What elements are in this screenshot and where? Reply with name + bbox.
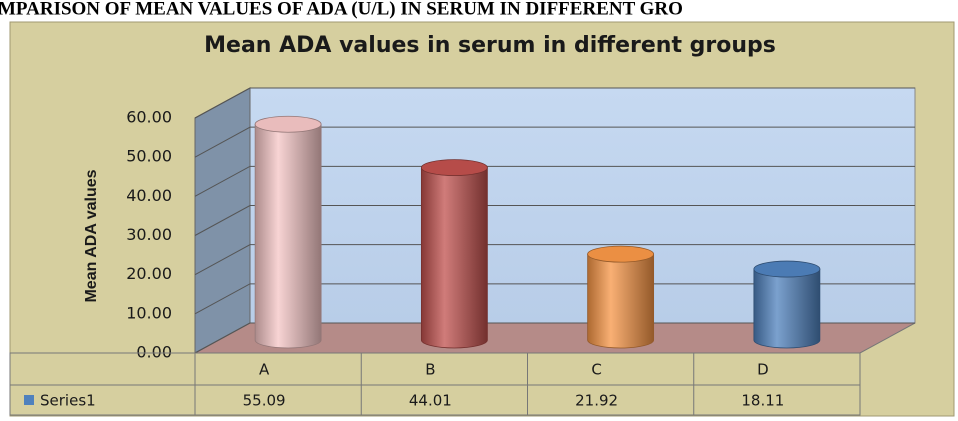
- data-label: 21.92: [575, 392, 618, 410]
- grid-line: [194, 244, 915, 276]
- bar-top: [420, 159, 488, 177]
- y-tick-label: 0.00: [136, 343, 172, 362]
- x-tick-label: C: [591, 361, 601, 379]
- data-label: 55.09: [243, 392, 286, 410]
- bar: [420, 167, 488, 349]
- bar-top: [587, 245, 655, 263]
- y-tick-label: 50.00: [126, 147, 172, 166]
- grid-line: [194, 165, 915, 197]
- data-label: 44.01: [409, 392, 452, 410]
- bar: [254, 123, 322, 349]
- x-tick-label: A: [259, 361, 270, 379]
- legend-label: Series1: [40, 392, 96, 410]
- bar-top: [254, 115, 322, 133]
- y-tick-label: 30.00: [126, 225, 172, 244]
- y-tick-label: 60.00: [126, 108, 172, 127]
- grid-line: [194, 283, 915, 315]
- grid-line: [194, 87, 915, 119]
- x-tick-label: B: [425, 361, 435, 379]
- bar-top: [753, 260, 821, 278]
- page-heading: MPARISON OF MEAN VALUES OF ADA (U/L) IN …: [0, 0, 683, 19]
- y-tick-label: 40.00: [126, 186, 172, 205]
- bar: [587, 253, 655, 349]
- y-tick-label: 20.00: [126, 264, 172, 283]
- x-tick-label: D: [757, 361, 769, 379]
- bar: [753, 268, 821, 349]
- y-tick-label: 10.00: [126, 303, 172, 322]
- grid-line: [194, 322, 915, 354]
- legend-swatch: [24, 395, 34, 405]
- y-axis-title: Mean ADA values: [83, 169, 100, 302]
- grid-line: [194, 126, 915, 158]
- chart-title: Mean ADA values in serum in different gr…: [204, 33, 776, 58]
- data-label: 18.11: [741, 392, 784, 410]
- grid-line: [194, 205, 915, 236]
